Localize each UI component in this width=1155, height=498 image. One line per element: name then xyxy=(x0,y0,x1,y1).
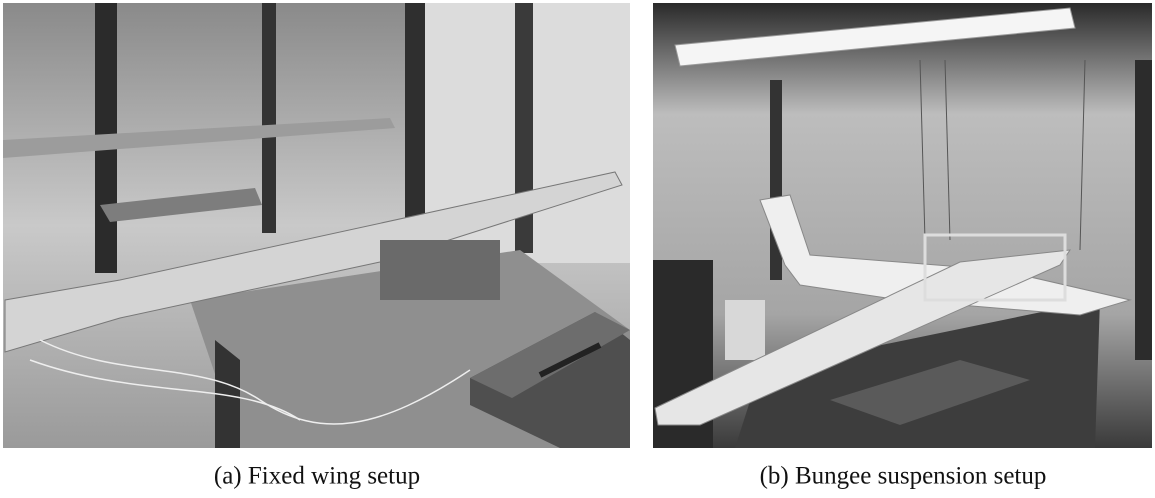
photo-fixed-wing xyxy=(3,3,630,448)
caption: (b) Bungee suspension setup xyxy=(760,463,1047,490)
caption: (a) Fixed wing setup xyxy=(214,463,420,490)
figure: (a) Fixed wing setup (b) Bungee suspensi… xyxy=(0,0,1155,498)
photo-bungee-suspension xyxy=(653,3,1152,448)
